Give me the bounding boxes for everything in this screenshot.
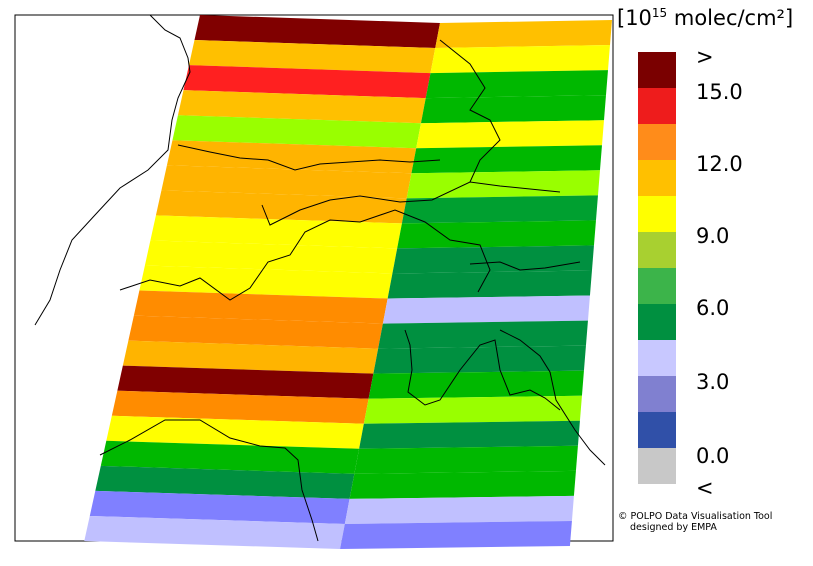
swath-cell-west [188, 40, 436, 74]
italy-coast-adriatic [404, 329, 561, 411]
legend-unit-prefix: [10 [617, 6, 652, 30]
legend-swatch [638, 88, 676, 124]
legend-unit-suffix: molec/cm²] [667, 6, 794, 30]
swath-cell-east [344, 495, 574, 524]
swath-cell-east [425, 70, 608, 99]
legend-unit-label: [1015 molec/cm²] [617, 6, 793, 30]
legend-swatch [638, 304, 676, 340]
swath-cell-west [177, 90, 426, 124]
border-switzerland-italy [119, 209, 491, 301]
swath-cell-east [349, 470, 576, 499]
legend-label-15: 15.0 [696, 80, 743, 104]
border-austria [261, 181, 561, 226]
swath-cell-west [117, 365, 374, 399]
legend-swatch [638, 196, 676, 232]
swath-cell-west [166, 140, 417, 174]
swath-cell-east [406, 170, 600, 199]
border-austria-north [439, 39, 501, 183]
legend-unit-exponent: 15 [651, 6, 668, 20]
credit-line-1: © POLPO Data Visualisation Tool [618, 511, 773, 522]
country-borders [34, 14, 606, 542]
swath-cell-west [89, 490, 350, 524]
swath-cell-west [139, 265, 393, 299]
swath-cell-east [340, 520, 572, 549]
legend-swatch [638, 232, 676, 268]
swath-cell-east [416, 120, 604, 149]
swath-cell-east [359, 420, 580, 449]
swath-cell-east [397, 220, 596, 249]
satellite-swath [84, 15, 612, 549]
legend-swatch [638, 124, 676, 160]
legend-label-3: 3.0 [696, 370, 730, 394]
legend-swatch [638, 376, 676, 412]
swath-cell-west [183, 65, 431, 99]
swath-cell-east [373, 345, 586, 374]
legend-swatch [638, 268, 676, 304]
swath-cell-west [111, 390, 369, 424]
swath-cell-east [392, 245, 594, 274]
legend-label-over: > [696, 45, 714, 69]
swath-cell-west [133, 290, 388, 324]
swath-cell-west [106, 415, 364, 449]
legend-label-0: 0.0 [696, 444, 730, 468]
swath-cell-east [363, 395, 582, 424]
border-france-germany [34, 14, 191, 326]
legend-label-12: 12.0 [696, 152, 743, 176]
swath-cell-west [128, 315, 383, 349]
swath-cell-west [95, 465, 355, 499]
swath-cell-east [382, 295, 590, 324]
swath-cell-east [420, 95, 606, 124]
swath-cell-west [161, 165, 412, 199]
swath-cell-west [84, 515, 345, 549]
legend-swatch [638, 448, 676, 484]
swath-cell-west [100, 440, 360, 474]
croatia-coast [499, 329, 606, 466]
swath-cell-east [435, 20, 612, 49]
legend-swatch [638, 340, 676, 376]
italy-coast-west [99, 419, 319, 542]
legend-swatch [638, 52, 676, 88]
swath-cell-east [401, 195, 598, 224]
swath-cell-west [122, 340, 379, 374]
legend-label-under: < [696, 476, 714, 500]
border-germany-switzerland [177, 144, 441, 171]
swath-cell-west [150, 215, 402, 249]
border-slovenia [469, 261, 581, 271]
swath-cell-east [430, 45, 610, 74]
swath-cell-east [387, 270, 592, 299]
swath-cell-west [172, 115, 421, 149]
swath-cell-east [354, 445, 578, 474]
swath-cell-west [194, 15, 440, 49]
legend-label-6: 6.0 [696, 296, 730, 320]
legend-label-9: 9.0 [696, 224, 730, 248]
swath-cell-west [144, 240, 398, 274]
swath-cell-east [378, 320, 588, 349]
legend-colorbar [638, 52, 676, 484]
credit-line-2: designed by EMPA [630, 522, 717, 533]
legend-swatch [638, 160, 676, 196]
swath-cell-east [411, 145, 602, 174]
swath-cell-east [368, 370, 584, 399]
legend-swatch [638, 412, 676, 448]
